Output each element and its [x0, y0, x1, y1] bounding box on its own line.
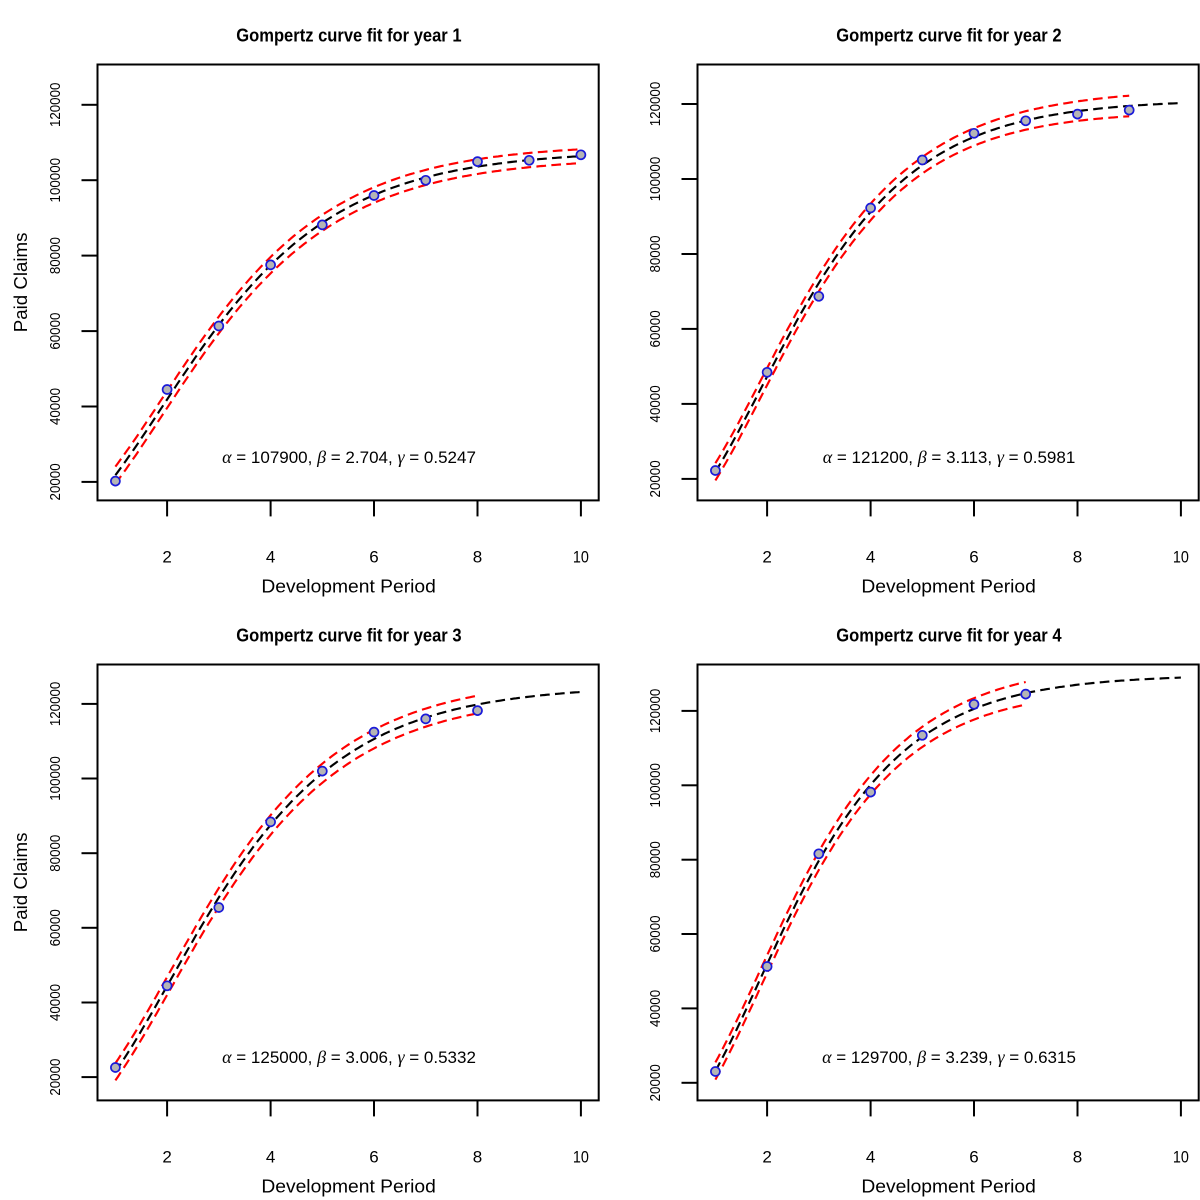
svg-text:Paid Claims: Paid Claims — [11, 833, 31, 933]
svg-text:60000: 60000 — [48, 909, 64, 946]
svg-text:120000: 120000 — [648, 689, 664, 734]
svg-text:8: 8 — [1073, 547, 1082, 566]
svg-text:80000: 80000 — [648, 235, 664, 272]
svg-text:10: 10 — [1173, 547, 1189, 566]
svg-text:Gompertz curve fit for year 4: Gompertz curve fit for year 4 — [836, 626, 1061, 646]
svg-text:6: 6 — [969, 547, 978, 566]
svg-text:Development Period: Development Period — [261, 1176, 436, 1196]
svg-text:10: 10 — [573, 1147, 589, 1166]
svg-text:60000: 60000 — [48, 313, 64, 350]
svg-text:40000: 40000 — [48, 388, 64, 425]
svg-text:120000: 120000 — [48, 682, 64, 727]
svg-text:20000: 20000 — [648, 460, 664, 497]
svg-text:10: 10 — [573, 547, 589, 566]
svg-text:4: 4 — [266, 547, 275, 566]
svg-text:120000: 120000 — [648, 82, 664, 127]
svg-text:20000: 20000 — [48, 463, 64, 500]
svg-text:2: 2 — [762, 1147, 771, 1166]
svg-text:20000: 20000 — [648, 1064, 664, 1101]
svg-text:120000: 120000 — [48, 83, 64, 128]
svg-text:80000: 80000 — [48, 835, 64, 872]
svg-text:100000: 100000 — [48, 756, 64, 801]
svg-text:4: 4 — [266, 1147, 275, 1166]
svg-text:8: 8 — [1073, 1147, 1082, 1166]
svg-text:6: 6 — [969, 1147, 978, 1166]
svg-text:Development Period: Development Period — [261, 576, 436, 596]
svg-text:α = 121200, β = 3.113, γ = 0.5: α = 121200, β = 3.113, γ = 0.5981 — [823, 447, 1076, 467]
svg-text:α = 125000, β = 3.006, γ = 0.5: α = 125000, β = 3.006, γ = 0.5332 — [222, 1047, 476, 1067]
svg-text:8: 8 — [473, 547, 482, 566]
svg-text:Gompertz curve fit for year 3: Gompertz curve fit for year 3 — [236, 626, 461, 646]
svg-text:4: 4 — [866, 1147, 875, 1166]
svg-text:2: 2 — [162, 547, 171, 566]
svg-text:Gompertz curve fit for year 1: Gompertz curve fit for year 1 — [236, 26, 461, 46]
svg-text:Development Period: Development Period — [861, 576, 1036, 596]
svg-text:60000: 60000 — [648, 310, 664, 347]
svg-text:Paid Claims: Paid Claims — [11, 233, 31, 333]
svg-text:100000: 100000 — [48, 158, 64, 203]
svg-text:α = 129700, β = 3.239, γ = 0.6: α = 129700, β = 3.239, γ = 0.6315 — [822, 1047, 1076, 1067]
svg-text:10: 10 — [1173, 1147, 1189, 1166]
svg-text:2: 2 — [762, 547, 771, 566]
svg-text:20000: 20000 — [48, 1059, 64, 1096]
svg-text:α = 107900, β = 2.704, γ = 0.5: α = 107900, β = 2.704, γ = 0.5247 — [222, 447, 476, 467]
svg-text:40000: 40000 — [48, 984, 64, 1021]
svg-text:6: 6 — [369, 547, 378, 566]
svg-text:Development Period: Development Period — [861, 1176, 1036, 1196]
svg-text:2: 2 — [162, 1147, 171, 1166]
svg-text:40000: 40000 — [648, 385, 664, 422]
svg-text:6: 6 — [369, 1147, 378, 1166]
svg-text:80000: 80000 — [648, 841, 664, 878]
svg-text:8: 8 — [473, 1147, 482, 1166]
svg-text:Gompertz curve fit for year 2: Gompertz curve fit for year 2 — [836, 26, 1061, 46]
svg-text:40000: 40000 — [648, 990, 664, 1027]
svg-text:100000: 100000 — [648, 157, 664, 202]
svg-text:4: 4 — [866, 547, 875, 566]
svg-text:60000: 60000 — [648, 915, 664, 952]
svg-text:80000: 80000 — [48, 237, 64, 274]
svg-text:100000: 100000 — [648, 763, 664, 808]
